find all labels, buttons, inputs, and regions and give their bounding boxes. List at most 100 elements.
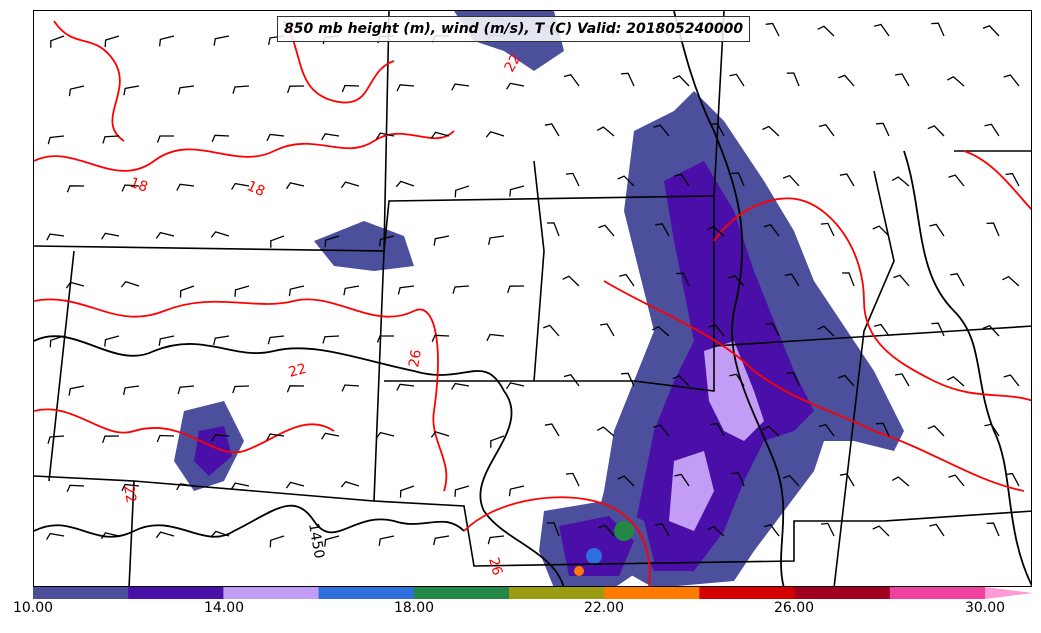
wind-barb: [619, 273, 635, 287]
wind-barb: [505, 382, 525, 390]
wind-barb: [621, 372, 635, 387]
wind-barb: [929, 223, 945, 237]
colorbar-tick-label: 22.00: [583, 600, 625, 616]
wind-barb: [727, 275, 745, 287]
wind-barb: [156, 135, 174, 143]
temp-contour: [34, 408, 335, 454]
border-line: [34, 11, 725, 252]
wind-barb: [839, 473, 855, 487]
wind-barb: [1005, 472, 1020, 487]
wind-barb: [430, 131, 450, 139]
wind-barb: [820, 522, 835, 537]
wind-barb: [47, 135, 65, 145]
colorbar-cell: [128, 587, 224, 599]
wind-barb: [324, 235, 340, 248]
map-panel: 18 18 22 26 22 26 22 1450: [33, 10, 1032, 587]
wind-barb: [982, 25, 1000, 37]
wind-barb: [653, 124, 670, 137]
wind-barb: [874, 323, 890, 337]
wind-barb: [946, 376, 965, 387]
wind-barb: [104, 335, 120, 347]
wind-barb: [563, 73, 580, 87]
wind-barb: [927, 425, 945, 437]
wind-barb: [396, 84, 415, 92]
wind-barb: [47, 435, 65, 444]
wind-barb: [621, 72, 635, 87]
wind-barb: [672, 75, 690, 87]
wind-barb: [285, 481, 305, 489]
wind-barb: [506, 285, 525, 294]
wind-barb: [399, 485, 415, 498]
wind-barb: [891, 176, 910, 187]
wind-barb: [285, 182, 305, 190]
wind-barb: [931, 322, 945, 337]
wind-barb: [762, 125, 780, 137]
wind-barb: [176, 183, 195, 191]
wind-barb: [210, 231, 230, 238]
wind-barb: [563, 373, 580, 387]
wind-barb: [765, 22, 780, 37]
colorbar-extend-arrow: [985, 587, 1033, 599]
wind-barb: [1002, 275, 1020, 287]
wind-barb: [820, 222, 835, 237]
wind-barb: [100, 532, 120, 540]
wind-barb: [340, 181, 360, 189]
wind-barb: [542, 324, 560, 337]
wind-barb: [286, 385, 305, 393]
wind-barb: [950, 273, 965, 287]
wind-barb: [893, 274, 910, 287]
temp-contour-label: 22: [502, 52, 525, 75]
wind-barb: [839, 173, 855, 187]
wind-barb: [375, 431, 395, 439]
state-borders: [34, 11, 1031, 586]
wind-barb: [211, 434, 230, 442]
map-title: 850 mb height (m), wind (m/s), T (C) Val…: [277, 16, 751, 42]
wind-barb: [765, 322, 780, 337]
wind-barb: [708, 324, 725, 337]
wind-barb: [984, 423, 1000, 437]
wind-barb: [546, 222, 560, 237]
wind-barb: [617, 475, 635, 487]
wind-barb: [454, 185, 470, 198]
temp-contour: [34, 130, 455, 172]
wind-barb: [176, 483, 195, 491]
colorbar-tick-label: 18.00: [393, 600, 435, 616]
wind-barb: [430, 431, 450, 438]
wind-barbs: [46, 22, 1020, 548]
wind-band-light-2: [669, 451, 714, 531]
wind-barb: [177, 85, 195, 95]
wind-barb: [544, 123, 560, 137]
wind-barb: [158, 35, 175, 47]
wind-barb: [68, 385, 85, 396]
wind-barb: [651, 326, 670, 337]
wind-barb: [617, 175, 635, 187]
wind-max-green: [614, 521, 634, 541]
wind-barb: [546, 522, 560, 537]
wind-barb: [340, 480, 360, 488]
wind-barb: [653, 424, 670, 437]
wind-barb: [231, 182, 250, 190]
wind-barb: [486, 333, 505, 342]
wind-barb: [376, 335, 394, 343]
wind-barb: [948, 174, 965, 187]
wind-barb: [324, 535, 340, 547]
colorbar-tick-label: 26.00: [773, 600, 815, 616]
colorbar-tick-label: 14.00: [203, 600, 245, 616]
wind-barb: [841, 272, 855, 287]
wind-barb: [102, 135, 120, 144]
wind-blob-west-core: [194, 426, 232, 476]
wind-barb: [65, 281, 85, 289]
temp-contour-label: 26: [485, 556, 505, 577]
wind-barb: [270, 235, 285, 248]
wind-barb: [837, 374, 855, 387]
wind-barb: [121, 483, 140, 492]
temp-contour: [53, 20, 125, 142]
wind-barb: [120, 280, 140, 288]
wind-barb: [891, 476, 910, 487]
wind-barb: [837, 74, 855, 87]
wind-barb: [729, 73, 745, 87]
wind-barb: [487, 535, 505, 545]
wind-barb: [288, 285, 305, 297]
wind-band-light: [704, 341, 764, 441]
wind-barb: [66, 185, 85, 193]
